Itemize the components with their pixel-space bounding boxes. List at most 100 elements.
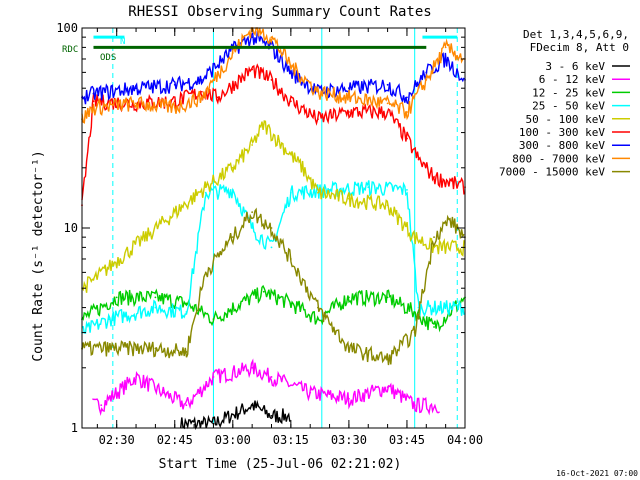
data-point [204,271,207,274]
data-point [185,311,188,313]
data-point [154,347,157,350]
data-point [406,189,408,191]
series-line [81,27,465,124]
series-line [81,207,465,366]
data-point [251,404,254,407]
data-point [154,296,157,299]
data-point [278,140,281,143]
data-point [216,96,219,99]
legend-label: 800 - 7000 keV [512,152,605,165]
data-point [108,347,110,350]
data-point [173,83,176,86]
data-point [386,386,389,389]
legend: Det 1,3,4,5,6,9,FDecim 8, Att 0 3 - 6 keV… [499,28,630,179]
legend-label: 6 - 12 keV [539,73,606,86]
data-point [386,296,389,299]
x-tick-label: 03:30 [331,433,367,447]
data-point [135,102,137,105]
data-point [417,158,420,161]
data-point [270,227,273,229]
data-point [348,87,350,90]
data-point [289,64,292,67]
x-tick-label: 02:30 [99,433,135,447]
data-point [270,79,273,81]
legend-label: 7000 - 15000 keV [499,166,605,179]
data-point [413,404,416,407]
data-point [100,404,103,407]
data-point [92,279,95,281]
series-line [180,399,291,431]
data-point [425,71,428,74]
series-line [81,120,465,293]
data-point [92,92,95,95]
series-25-50keV [81,180,466,334]
data-point [204,191,207,194]
x-tick-label: 03:45 [389,433,425,447]
plot-layer: RDC N ODS [62,27,466,431]
data-point [173,100,176,103]
data-point [317,90,319,93]
data-point [270,246,273,249]
legend-label: 50 - 100 keV [526,113,606,126]
data-point [262,123,265,126]
data-point [309,391,312,394]
legend-header: FDecim 8, Att 0 [530,41,629,54]
legend-header: Det 1,3,4,5,6,9, [523,28,629,41]
data-point [154,306,157,309]
data-point [444,46,447,49]
data-point [348,397,350,400]
data-point [317,318,319,321]
data-point [433,176,435,178]
data-point [406,96,408,99]
y-tick-label: 10 [64,221,78,235]
data-point [185,351,188,353]
data-point [231,236,234,239]
data-point [185,302,188,305]
data-point [386,102,389,105]
legend-label: 12 - 25 keV [532,86,605,99]
data-point [348,347,350,350]
data-point [92,100,95,103]
x-tick-label: 03:15 [273,433,309,447]
data-point [328,189,331,191]
data-point [200,96,203,99]
data-point [239,302,242,305]
legend-label: 3 - 6 keV [545,60,605,73]
data-point [348,111,350,113]
data-point [262,290,265,293]
data-point [289,258,292,260]
series-line [81,284,465,333]
data-point [162,391,165,394]
data-point [251,68,254,71]
flag-label: ODS [100,53,116,63]
data-point [212,318,215,321]
legend-label: 25 - 50 keV [532,100,605,113]
series-line [92,358,440,416]
data-point [92,106,95,109]
data-point [348,96,350,99]
data-point [433,326,435,328]
data-point [212,376,215,378]
flag-label: RDC [62,45,78,55]
footer-timestamp: 16-Oct-2021 07:00 [556,469,638,478]
axis-layer: 1 10 100 02:30 02:45 03:00 03:15 03:30 03:45 04:0… [56,21,483,447]
data-point [270,36,273,39]
data-point [289,100,292,103]
data-point [425,79,428,81]
data-point [444,58,447,60]
y-tick-label: 100 [56,21,78,35]
data-point [231,166,234,169]
data-point [200,90,203,93]
y-tick-label: 1 [71,421,78,435]
series-12-25keV [81,284,466,333]
data-point [386,358,389,361]
legend-label: 300 - 800 keV [519,139,605,152]
legend-label: 100 - 300 keV [519,126,605,139]
data-point [406,111,408,113]
data-point [448,218,451,221]
x-tick-label: 02:45 [157,433,193,447]
data-point [270,414,273,417]
x-axis-label: Start Time (25-Jul-06 02:21:02) [159,457,402,472]
